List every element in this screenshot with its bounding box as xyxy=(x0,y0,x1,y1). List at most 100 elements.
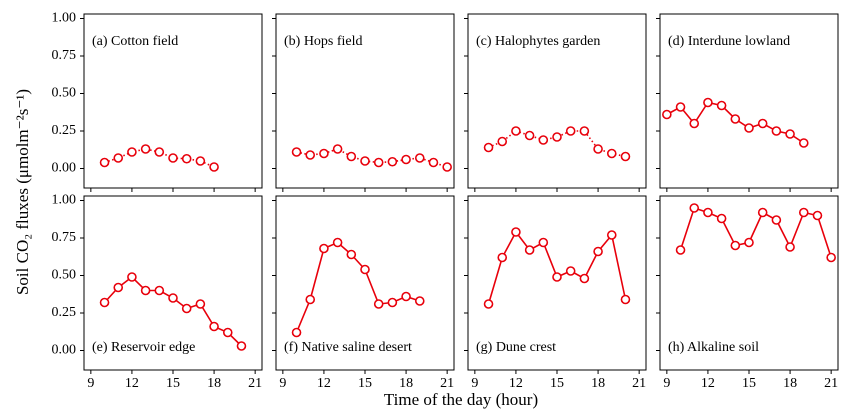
x-tick-label: 21 xyxy=(824,376,838,391)
data-point xyxy=(99,297,110,308)
data-point xyxy=(291,147,302,157)
data-point xyxy=(552,272,562,282)
x-tick-label: 15 xyxy=(358,376,372,391)
data-point xyxy=(154,285,165,296)
data-point xyxy=(346,249,357,260)
data-point xyxy=(757,118,768,129)
data-point xyxy=(497,252,508,263)
data-point xyxy=(113,282,124,293)
data-point xyxy=(703,207,713,218)
data-point xyxy=(798,207,809,218)
data-point xyxy=(127,272,137,282)
x-tick-label: 9 xyxy=(471,376,478,391)
x-tick-label: 12 xyxy=(125,376,139,391)
panel-title: (a) Cotton field xyxy=(92,34,178,49)
panel-title: (g) Dune crest xyxy=(476,340,556,355)
data-point xyxy=(798,138,809,148)
data-point xyxy=(579,273,590,284)
data-point xyxy=(538,135,549,145)
data-point xyxy=(483,142,494,153)
data-point xyxy=(606,148,617,159)
data-point xyxy=(785,129,795,139)
series-line xyxy=(295,241,421,333)
data-point xyxy=(785,242,795,252)
y-tick-label: 0.75 xyxy=(52,230,77,245)
data-point xyxy=(757,207,768,218)
data-point xyxy=(689,203,700,213)
data-point xyxy=(565,126,576,136)
data-point xyxy=(373,157,384,168)
data-point xyxy=(620,151,631,162)
y-tick-label: 0.50 xyxy=(52,268,77,283)
y-tick-label: 0.25 xyxy=(52,123,77,138)
data-point xyxy=(744,237,754,248)
x-axis-label: Time of the day (hour) xyxy=(384,390,538,409)
data-point xyxy=(675,102,686,112)
x-tick-label: 18 xyxy=(783,376,797,391)
panel-title: (h) Alkaline soil xyxy=(668,340,759,355)
x-tick-label: 12 xyxy=(317,376,331,391)
x-tick-label: 21 xyxy=(632,376,646,391)
data-point xyxy=(181,153,192,164)
data-point xyxy=(236,341,247,351)
panel-title: (f) Native saline desert xyxy=(284,340,412,355)
x-tick-label: 15 xyxy=(166,376,180,391)
data-point xyxy=(524,130,535,141)
data-point xyxy=(716,100,727,111)
data-point xyxy=(195,299,206,309)
y-tick-label: 0.25 xyxy=(52,305,77,320)
data-point xyxy=(579,126,590,136)
data-point xyxy=(414,153,425,163)
data-point xyxy=(195,156,206,166)
data-point xyxy=(387,156,398,167)
data-point xyxy=(387,297,398,308)
data-point xyxy=(305,294,316,305)
data-point xyxy=(593,246,603,257)
x-tick-label: 12 xyxy=(701,376,715,391)
y-axis-label: Soil CO₂ fluxes (μmolm⁻²s⁻¹) xyxy=(13,89,32,295)
data-point xyxy=(332,144,343,154)
series-line xyxy=(103,275,243,347)
data-point xyxy=(675,245,686,255)
y-tick-label: 1.00 xyxy=(52,11,77,26)
series-line xyxy=(487,230,627,305)
series-line xyxy=(679,206,832,258)
data-point xyxy=(414,296,425,306)
panel-title: (b) Hops field xyxy=(284,34,363,49)
x-tick-label: 21 xyxy=(440,376,454,391)
panel-title: (c) Halophytes garden xyxy=(476,34,600,49)
data-point xyxy=(511,227,521,237)
panel-title: (e) Reservoir edge xyxy=(92,340,195,355)
data-point xyxy=(552,132,562,142)
data-point xyxy=(113,153,124,163)
data-point xyxy=(689,118,700,129)
y-tick-label: 0.50 xyxy=(52,86,77,101)
data-point xyxy=(401,291,411,302)
data-point xyxy=(291,327,302,338)
data-point xyxy=(812,210,823,221)
data-point xyxy=(319,243,329,254)
data-point xyxy=(442,162,452,172)
data-point xyxy=(99,157,110,168)
x-tick-label: 15 xyxy=(742,376,756,391)
data-point xyxy=(360,156,370,166)
data-point xyxy=(703,97,713,108)
x-tick-label: 12 xyxy=(509,376,523,391)
x-tick-label: 9 xyxy=(279,376,286,391)
data-point xyxy=(606,230,617,240)
data-point xyxy=(771,215,782,225)
data-point xyxy=(538,237,549,248)
data-point xyxy=(771,126,782,136)
data-point xyxy=(168,153,178,163)
data-point xyxy=(497,136,508,147)
data-point xyxy=(716,213,727,224)
data-point xyxy=(373,299,384,309)
x-tick-label: 15 xyxy=(550,376,564,391)
data-point xyxy=(483,299,494,309)
panel-title: (d) Interdune lowland xyxy=(668,34,790,49)
x-tick-label: 9 xyxy=(663,376,670,391)
data-point xyxy=(620,294,631,305)
data-point xyxy=(730,114,741,124)
data-point xyxy=(360,264,370,275)
